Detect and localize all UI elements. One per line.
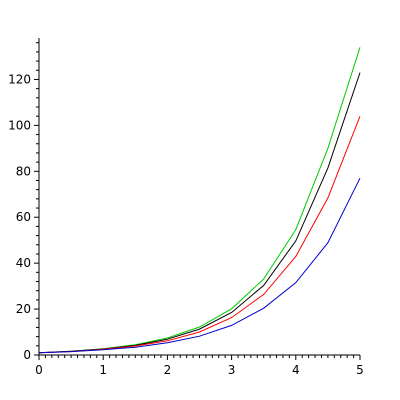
x-tick-label: 4 bbox=[292, 363, 300, 377]
series-line-3 bbox=[38, 116, 361, 354]
y-tick-label: 100 bbox=[8, 118, 31, 132]
series-layer bbox=[38, 47, 361, 354]
y-tick-label: 80 bbox=[16, 164, 31, 178]
axes-layer: 0 1 2 3 4 5 0 20 40 60 80 100 120 bbox=[8, 38, 364, 377]
y-tick-label: 0 bbox=[23, 348, 31, 362]
x-tick-label: 5 bbox=[356, 363, 364, 377]
series-line-2 bbox=[38, 72, 361, 354]
y-tick-label: 60 bbox=[16, 210, 31, 224]
x-tick-label: 0 bbox=[35, 363, 43, 377]
y-tick-label: 40 bbox=[16, 256, 31, 270]
series-line-1 bbox=[38, 47, 361, 354]
x-tick-label: 1 bbox=[99, 363, 107, 377]
series-line-4 bbox=[38, 177, 361, 354]
y-tick-label: 120 bbox=[8, 72, 31, 86]
x-tick-label: 3 bbox=[228, 363, 236, 377]
x-tick-label: 2 bbox=[164, 363, 172, 377]
y-tick-label: 20 bbox=[16, 302, 31, 316]
